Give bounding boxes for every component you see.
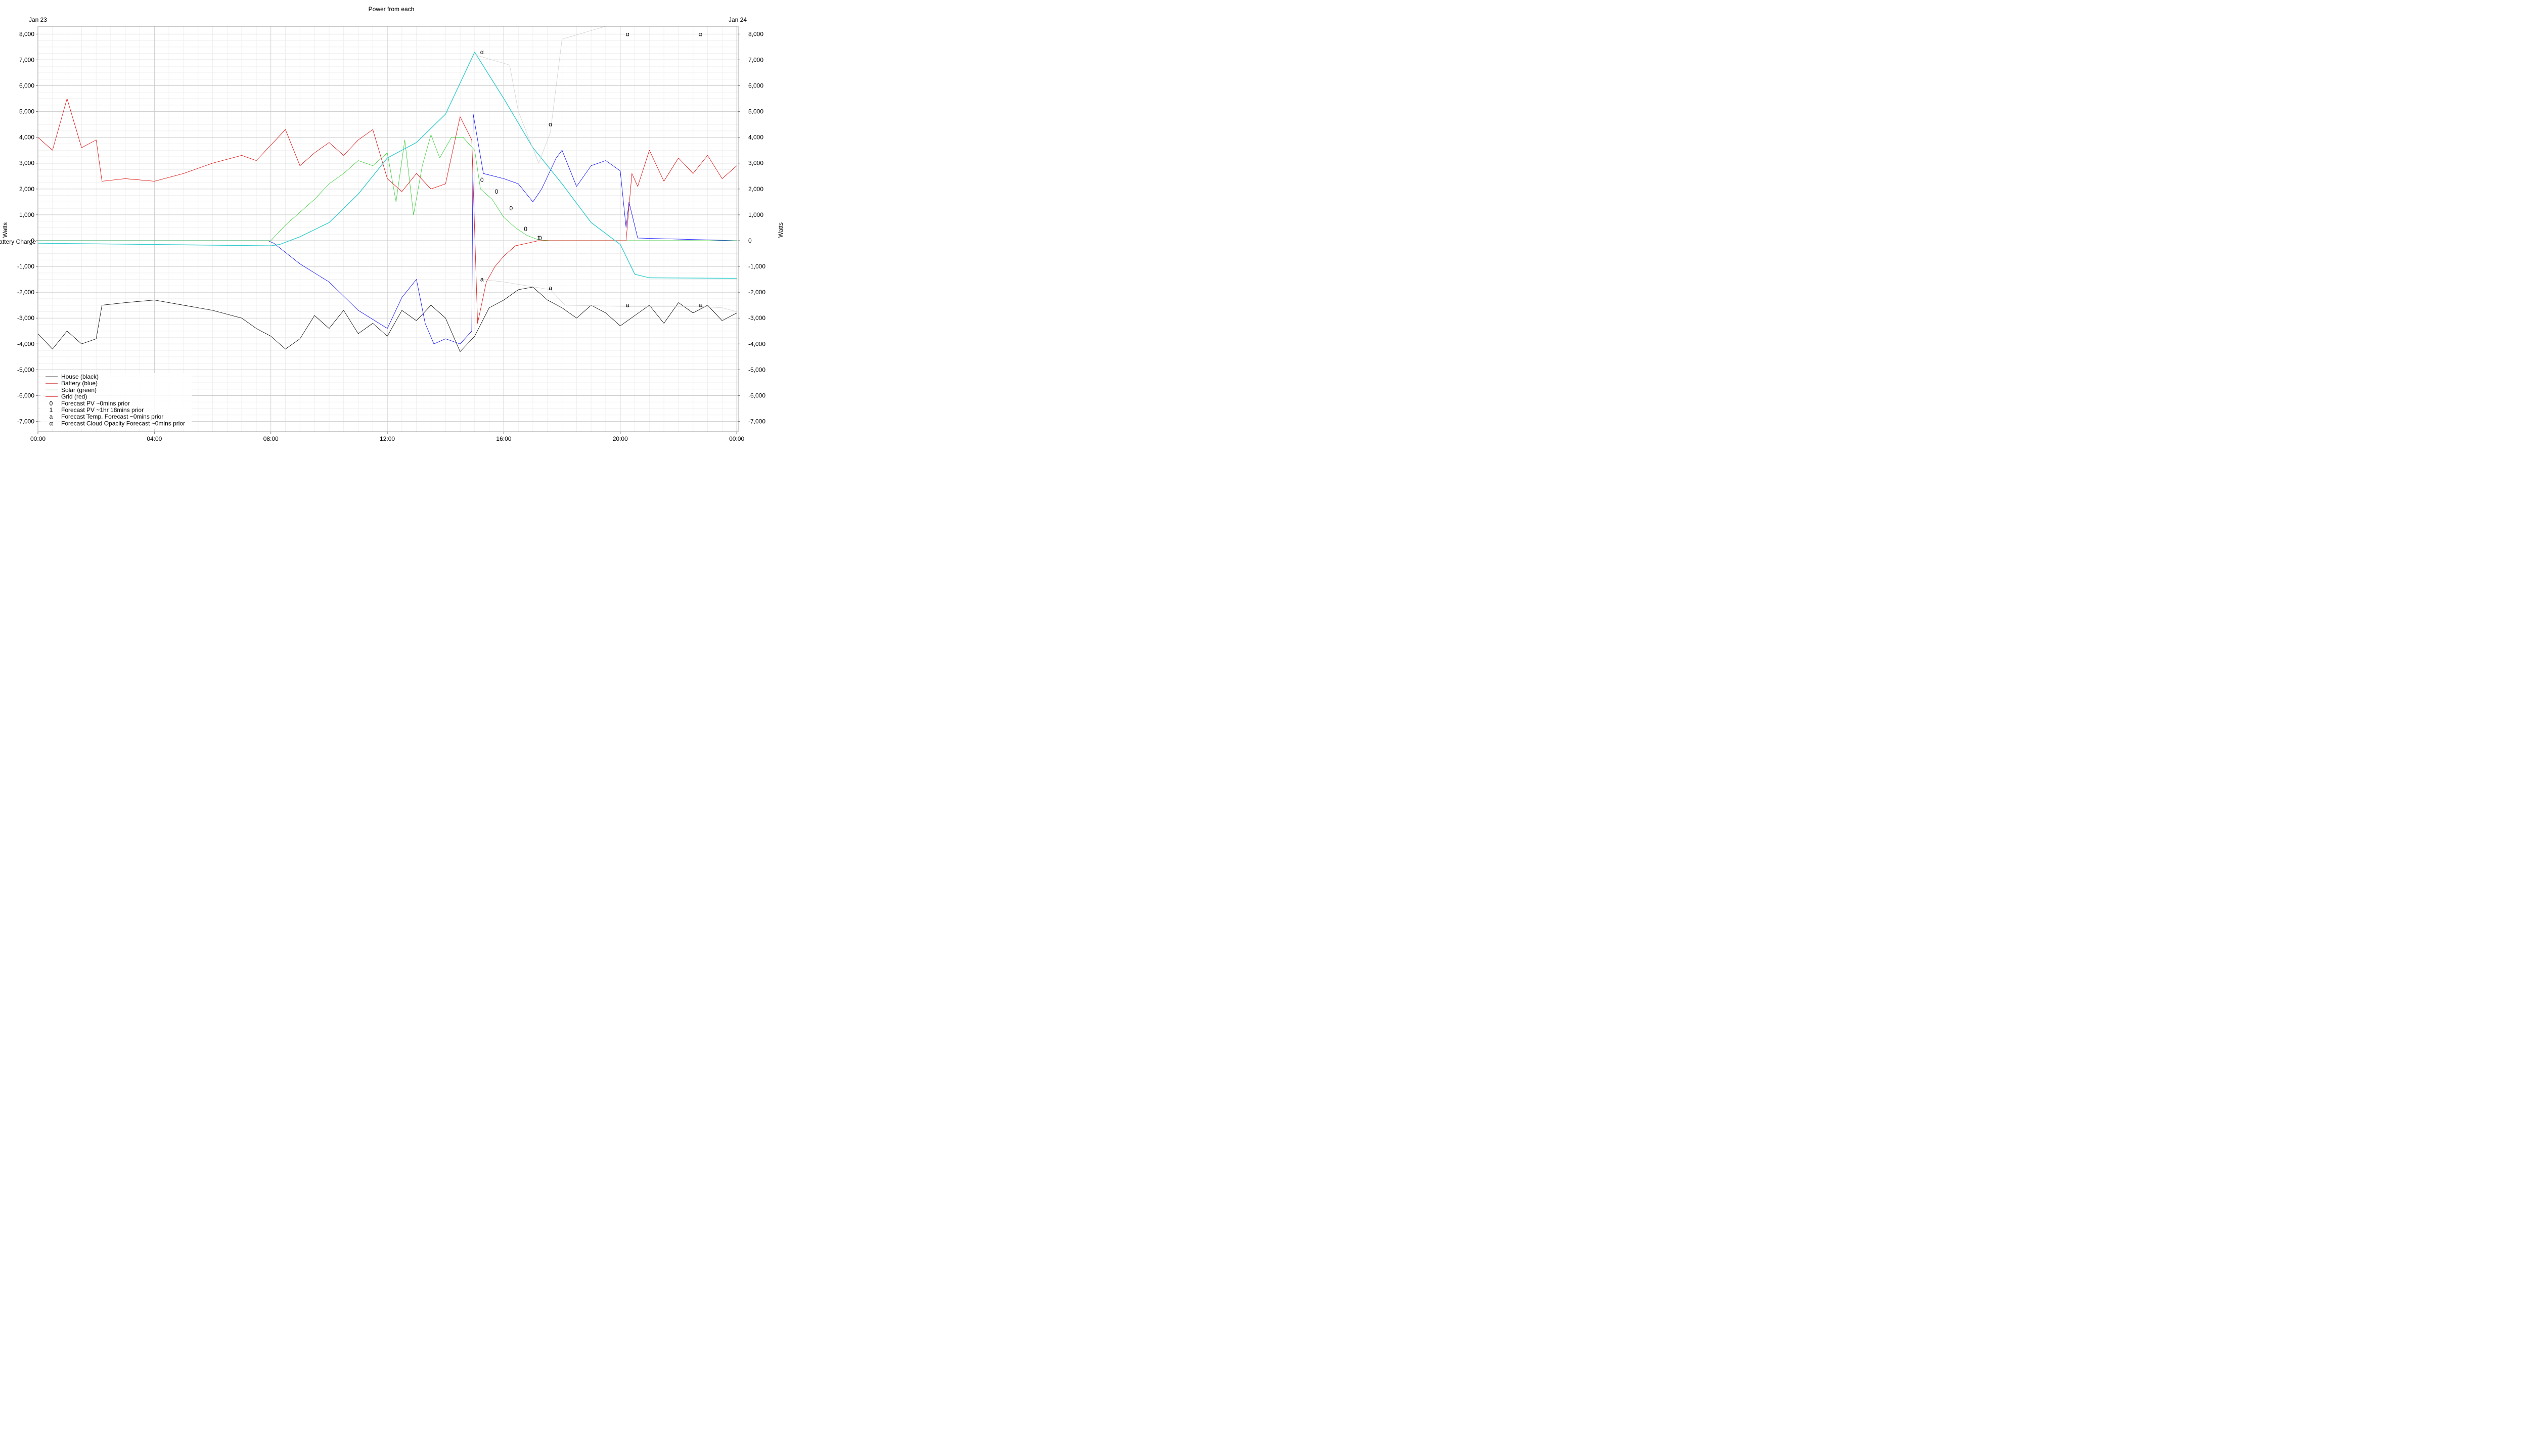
y-tick-label-right: -6,000 [748,392,765,399]
legend-marker: α [50,420,53,427]
plot-frame [37,26,739,432]
y-tick-label-right: 7,000 [748,56,763,63]
series-solar [38,134,737,241]
y-tick-label-right: 8,000 [748,30,763,37]
y-tick-label-right: 6,000 [748,82,763,89]
legend-label: Forecast PV ~1hr 18mins prior [61,406,144,414]
y-axis-left-label: Watts [2,222,9,238]
x-tick-label: 16:00 [496,435,511,442]
forecast-marker: 0 [480,176,484,184]
y-tick-label-right: -4,000 [748,340,765,347]
y-tick-label-left: 0 [31,237,34,244]
y-tick-label-right: 2,000 [748,186,763,193]
forecast-marker: α [699,30,702,37]
chart-title: Power from each [369,6,415,13]
series-cloud-forecast [474,26,606,164]
legend-marker: 1 [50,406,53,414]
y-tick-label-right: 1,000 [748,211,763,218]
y-tick-label-right: -2,000 [748,289,765,296]
date-label-start: Jan 23 [29,16,47,23]
forecast-marker: a [699,302,702,309]
y-tick-label-left: -1,000 [17,263,34,270]
x-tick-label: 00:00 [30,435,46,442]
forecast-marker: 0 [538,235,542,242]
y-tick-label-right: -5,000 [748,366,765,373]
y-tick-label-left: 6,000 [19,82,34,89]
legend-label: Forecast PV ~0mins prior [61,400,130,407]
legend-label: Solar (green) [61,386,97,393]
forecast-marker: α [626,30,629,37]
x-tick-label: 08:00 [263,435,279,442]
legend-label: Forecast Cloud Opacity Forecast ~0mins p… [61,420,185,427]
legend-label: Grid (red) [61,393,87,400]
series-battery-charge [37,52,737,279]
y-tick-label-left: -4,000 [17,340,34,347]
forecast-marker: 0 [509,205,513,212]
legend: House (black)Battery (blue)Solar (green)… [40,373,192,429]
legend-label: Battery (blue) [61,380,98,387]
y-tick-label-right: -3,000 [748,314,765,322]
y-tick-label-left: -6,000 [17,392,34,399]
series-temp-forecast [480,279,737,312]
x-axis-ticks: 00:00 04:00 08:00 12:00 16:00 20:00 00:00 [30,432,744,442]
y-tick-label-left: -3,000 [17,314,34,322]
y-tick-label-right: 3,000 [748,160,763,167]
x-tick-label: 04:00 [147,435,162,442]
legend-marker: a [50,413,53,420]
forecast-marker: α [480,49,484,56]
y-tick-label-left: 4,000 [19,134,34,141]
legend-background [40,373,192,429]
y-tick-label-right: -7,000 [748,418,765,425]
legend-marker: 0 [50,400,53,407]
forecast-marker: 1 [537,235,540,242]
x-tick-label: 12:00 [380,435,395,442]
y-tick-label-right: 0 [748,237,752,244]
y-tick-label-left: 8,000 [19,30,34,37]
series-battery [38,114,737,344]
series-grid [37,98,737,324]
y-tick-label-left: 7,000 [19,56,34,63]
forecast-marker: 0 [524,225,527,233]
y-tick-label-left: 3,000 [19,160,34,167]
forecast-marker: α [549,121,552,128]
y-tick-label-left: -7,000 [17,418,34,425]
y-axis-left-ticks: -7,000 -6,000 -5,000 -4,000 -3,000 -2,000 -1,0… [17,30,38,425]
y-axis-right-label: Watts [777,222,784,238]
y-tick-label-left: -5,000 [17,366,34,373]
y-tick-label-right: -1,000 [748,263,765,270]
y-tick-label-left: 2,000 [19,186,34,193]
series-house [37,287,737,352]
forecast-marker: a [480,276,484,283]
y-axis-left-secondary-label: Battery Charge [0,238,36,245]
x-tick-label: 20:00 [613,435,628,442]
y-tick-label-left: -2,000 [17,289,34,296]
y-tick-label-left: 5,000 [19,108,34,115]
forecast-marker: 0 [495,188,499,195]
x-tick-label: 00:00 [729,435,744,442]
y-tick-label-right: 5,000 [748,108,763,115]
y-tick-label-left: 1,000 [19,211,34,218]
legend-label: House (black) [61,373,99,380]
y-axis-right-ticks: -7,000 -6,000 -5,000 -4,000 -3,000 -2,000 -1,0… [738,30,765,425]
legend-label: Forecast Temp. Forecast ~0mins prior [61,413,163,420]
y-tick-label-right: 4,000 [748,134,763,141]
forecast-marker: a [626,302,629,309]
date-label-end: Jan 24 [729,16,747,23]
forecast-marker: a [549,284,552,291]
major-grid [37,26,738,432]
series-layer [37,26,737,352]
